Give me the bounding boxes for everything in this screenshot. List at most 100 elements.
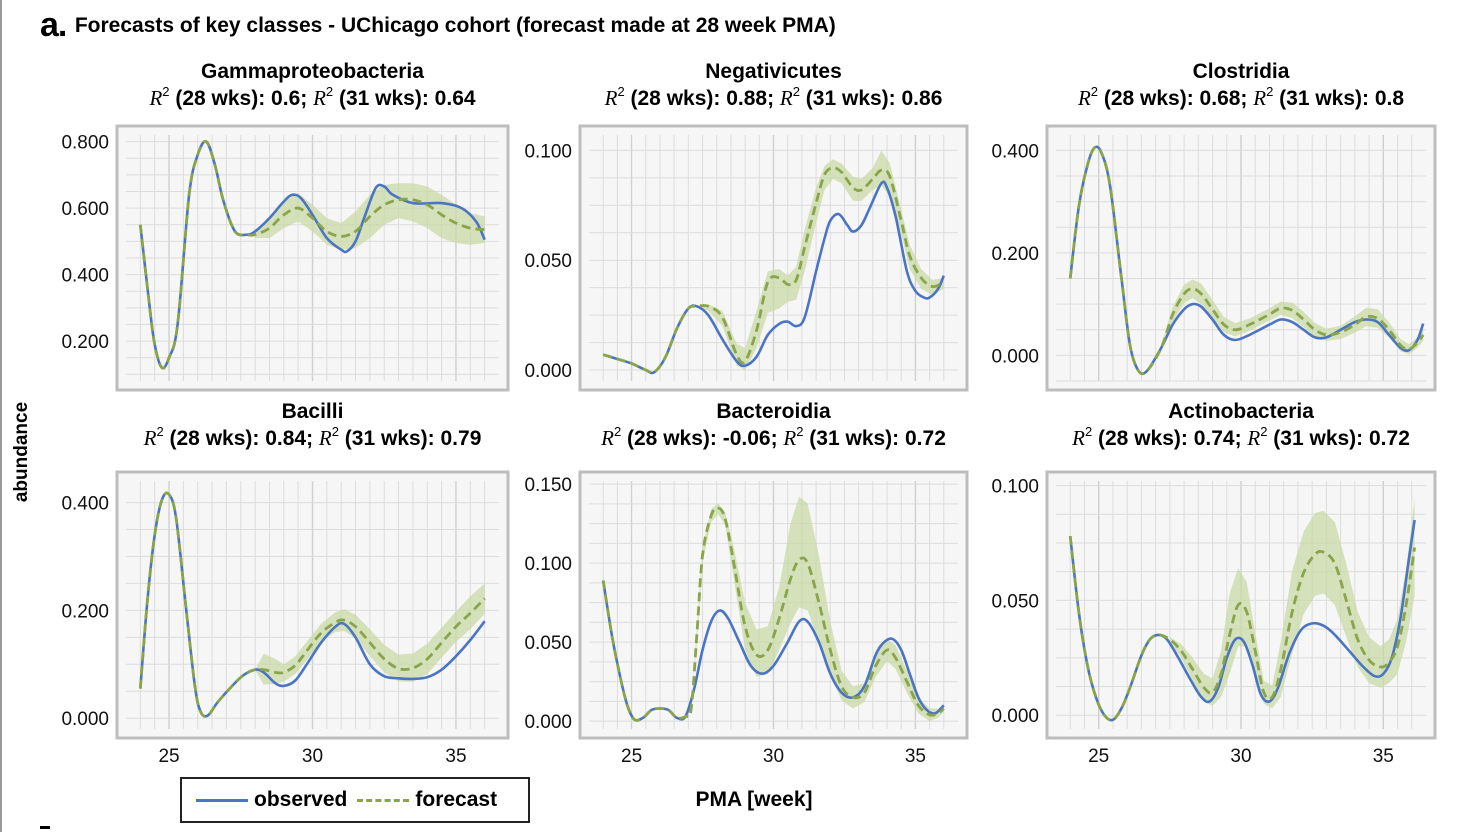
panel-title: Bacteroidia — [716, 400, 831, 423]
legend-forecast-label: forecast — [415, 788, 498, 811]
r2-28-value: (28 wks): 0.88; — [625, 87, 780, 110]
panel-subtitle: R2 (28 wks): 0.68; R2 (31 wks): 0.8 — [1077, 84, 1404, 110]
r2-28-value: (28 wks): -0.06; — [621, 427, 783, 450]
legend-forecast-swatch — [357, 798, 410, 802]
r2-28-value: (28 wks): 0.6; — [170, 87, 314, 110]
panel-subtitle: R2 (28 wks): 0.74; R2 (31 wks): 0.72 — [1071, 424, 1410, 450]
r2-exponent: 2 — [793, 84, 800, 99]
x-tick-label: 30 — [763, 746, 784, 767]
figure-header: a. Forecasts of key classes - UChicago c… — [40, 6, 836, 45]
r2-symbol: R — [1077, 86, 1091, 110]
x-tick-label: 35 — [1373, 746, 1394, 767]
r2-exponent: 2 — [614, 424, 621, 439]
forecast-uncertainty-band — [694, 150, 944, 370]
r2-31-value: (31 wks): 0.79 — [339, 427, 481, 450]
y-tick-label: 0.100 — [524, 141, 572, 162]
r2-31-value: (31 wks): 0.8 — [1273, 87, 1404, 110]
r2-symbol: R — [312, 86, 326, 110]
y-tick-label: 0.800 — [61, 133, 109, 154]
bottom-edge-mark — [40, 826, 50, 829]
y-tick-label: 0.050 — [991, 591, 1039, 612]
panel-title: Gammaproteobacteria — [201, 60, 424, 83]
y-tick-label: 0.000 — [524, 712, 572, 733]
r2-symbol: R — [779, 86, 793, 110]
r2-exponent: 2 — [1260, 424, 1267, 439]
panel-title: Negativicutes — [705, 60, 842, 83]
r2-exponent: 2 — [1091, 84, 1098, 99]
r2-28-value: (28 wks): 0.74; — [1092, 427, 1247, 450]
r2-31-value: (31 wks): 0.72 — [1267, 427, 1409, 450]
forecast-line — [602, 166, 945, 375]
r2-symbol: R — [1071, 426, 1085, 450]
r2-exponent: 2 — [326, 84, 333, 99]
r2-symbol: R — [318, 426, 332, 450]
y-tick-label: 0.400 — [61, 494, 109, 515]
r2-symbol: R — [1252, 86, 1266, 110]
r2-exponent: 2 — [796, 424, 803, 439]
x-axis-label: PMA [week] — [695, 788, 813, 811]
y-tick-label: 0.200 — [61, 332, 109, 353]
figure-left-border — [0, 0, 2, 832]
r2-31-value: (31 wks): 0.64 — [333, 87, 476, 110]
y-tick-label: 0.050 — [524, 251, 572, 272]
y-tick-label: 0.200 — [991, 244, 1039, 265]
y-tick-label: 0.100 — [991, 477, 1039, 498]
panel-subtitle: R2 (28 wks): -0.06; R2 (31 wks): 0.72 — [600, 424, 946, 450]
y-tick-label: 0.400 — [61, 266, 109, 287]
panel-subtitle: R2 (28 wks): 0.88; R2 (31 wks): 0.86 — [604, 84, 943, 110]
x-tick-label: 35 — [905, 746, 926, 767]
observed-line — [601, 580, 945, 722]
forecast-line — [1068, 145, 1425, 376]
forecast-uncertainty-band — [1169, 499, 1415, 709]
r2-symbol: R — [782, 426, 796, 450]
x-tick-label: 30 — [1230, 746, 1251, 767]
r2-exponent: 2 — [156, 424, 163, 439]
legend-observed-swatch — [196, 798, 248, 802]
forecast-line — [1068, 535, 1416, 722]
panel-subtitle: R2 (28 wks): 0.84; R2 (31 wks): 0.79 — [143, 424, 482, 450]
legend: observed forecast — [180, 777, 530, 823]
r2-28-value: (28 wks): 0.68; — [1098, 87, 1253, 110]
y-tick-label: 0.000 — [524, 361, 572, 382]
x-tick-label: 25 — [1088, 746, 1109, 767]
forecast-uncertainty-band — [691, 496, 944, 722]
forecast-line — [601, 506, 945, 722]
r2-exponent: 2 — [332, 424, 339, 439]
r2-symbol: R — [604, 86, 618, 110]
figure-title: Forecasts of key classes - UChicago coho… — [74, 14, 836, 37]
panel-subtitle: R2 (28 wks): 0.6; R2 (31 wks): 0.64 — [148, 84, 475, 110]
panel-letter: a. — [40, 6, 67, 44]
y-tick-label: 0.200 — [61, 601, 109, 622]
r2-symbol: R — [148, 86, 162, 110]
x-tick-label: 25 — [158, 746, 179, 767]
forecast-line — [138, 491, 486, 718]
observed-line — [1068, 519, 1416, 722]
forecast-uncertainty-band — [1161, 279, 1424, 355]
r2-exponent: 2 — [1085, 424, 1092, 439]
legend-observed-label: observed — [254, 788, 348, 811]
legend-item-observed: observed — [196, 788, 347, 812]
panel-title: Bacilli — [282, 400, 344, 423]
r2-exponent: 2 — [1266, 84, 1273, 99]
x-tick-label: 30 — [302, 746, 323, 767]
r2-symbol: R — [1246, 426, 1260, 450]
r2-symbol: R — [600, 426, 614, 450]
y-tick-label: 0.100 — [524, 554, 572, 575]
legend-item-forecast: forecast — [357, 788, 497, 812]
observed-line — [1068, 145, 1425, 376]
r2-31-value: (31 wks): 0.86 — [800, 87, 942, 110]
r2-exponent: 2 — [617, 84, 624, 99]
x-tick-label: 25 — [621, 746, 642, 767]
y-tick-label: 0.150 — [524, 475, 572, 496]
y-tick-label: 0.000 — [991, 706, 1039, 727]
y-tick-label: 0.050 — [524, 633, 572, 654]
panel-title: Actinobacteria — [1168, 400, 1314, 423]
y-tick-label: 0.000 — [61, 709, 109, 730]
